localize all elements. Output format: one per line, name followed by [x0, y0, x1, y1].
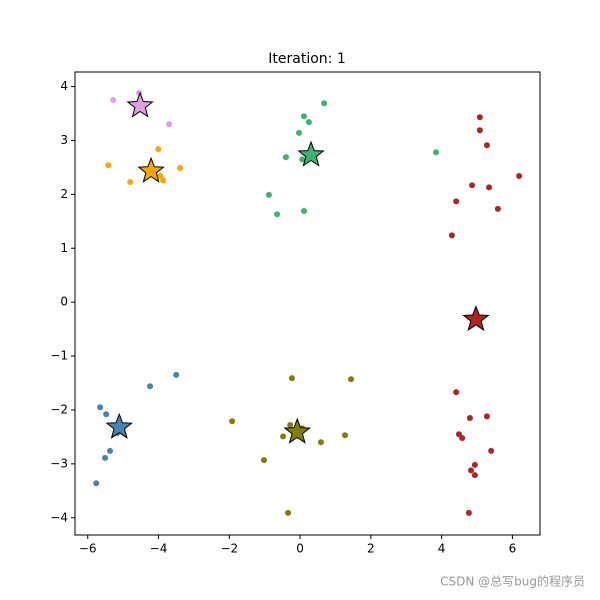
data-point: [305, 119, 312, 126]
data-point: [97, 404, 104, 411]
data-point: [260, 457, 267, 464]
data-point: [465, 509, 472, 516]
data-point: [300, 208, 307, 215]
data-point: [476, 114, 483, 121]
data-point: [102, 454, 109, 461]
data-point: [459, 434, 466, 441]
centroid-star: [105, 412, 133, 439]
data-point: [342, 432, 349, 439]
data-point: [280, 433, 287, 440]
x-tick-label: 6: [509, 542, 517, 556]
watermark: CSDN @总写bug的程序员: [440, 574, 585, 589]
y-tick-label: 0: [60, 295, 68, 309]
data-point: [317, 439, 324, 446]
centroid-star: [126, 91, 154, 118]
x-tick-label: −4: [150, 542, 168, 556]
data-point: [177, 164, 184, 171]
data-point: [469, 182, 476, 189]
plot-area: [74, 71, 541, 536]
data-point: [299, 156, 306, 163]
y-tick-label: 4: [60, 79, 68, 93]
data-point: [229, 418, 236, 425]
data-point: [157, 173, 164, 180]
data-point: [483, 142, 490, 149]
y-tick-label: 2: [60, 187, 68, 201]
data-point: [471, 472, 478, 479]
data-point: [160, 177, 167, 184]
centroid-star: [297, 140, 325, 167]
data-point: [466, 415, 473, 422]
x-tick-label: 2: [367, 542, 375, 556]
data-point: [296, 129, 303, 136]
x-tick-label: −6: [79, 542, 97, 556]
data-point: [432, 149, 439, 156]
data-point: [173, 371, 180, 378]
y-tick-label: 3: [60, 133, 68, 147]
centroid-star: [462, 304, 490, 332]
x-tick-label: 4: [438, 542, 446, 556]
data-point: [516, 173, 523, 180]
data-point: [488, 447, 495, 454]
data-point: [494, 205, 501, 212]
centroid-star: [137, 156, 165, 183]
data-point: [321, 100, 328, 107]
data-point: [282, 154, 289, 161]
data-point: [476, 127, 483, 134]
data-point: [453, 389, 460, 396]
y-tick-label: 1: [60, 241, 68, 255]
x-tick-label: 0: [296, 542, 304, 556]
data-point: [110, 97, 117, 104]
data-point: [287, 422, 294, 429]
y-tick-label: −2: [50, 402, 68, 416]
data-point: [107, 447, 114, 454]
x-tick-label: −2: [220, 542, 238, 556]
data-point: [93, 480, 100, 487]
chart-title: Iteration: 1: [268, 51, 345, 67]
data-point: [471, 461, 478, 468]
data-point: [166, 121, 173, 128]
data-point: [448, 232, 455, 239]
data-point: [483, 413, 490, 420]
data-point: [127, 178, 134, 185]
data-point: [274, 211, 281, 218]
data-point: [467, 467, 474, 474]
data-point: [300, 113, 307, 120]
data-point: [147, 383, 154, 390]
data-point: [453, 198, 460, 205]
y-tick-label: −4: [50, 510, 68, 524]
data-point: [105, 162, 112, 169]
data-point: [155, 146, 162, 153]
data-point: [348, 376, 355, 383]
data-point: [103, 411, 110, 418]
y-tick-label: −3: [50, 456, 68, 470]
data-point: [285, 509, 292, 516]
data-point: [288, 375, 295, 382]
data-point: [265, 191, 272, 198]
y-tick-label: −1: [50, 349, 68, 363]
data-point: [486, 184, 493, 191]
centroid-star: [283, 417, 311, 444]
